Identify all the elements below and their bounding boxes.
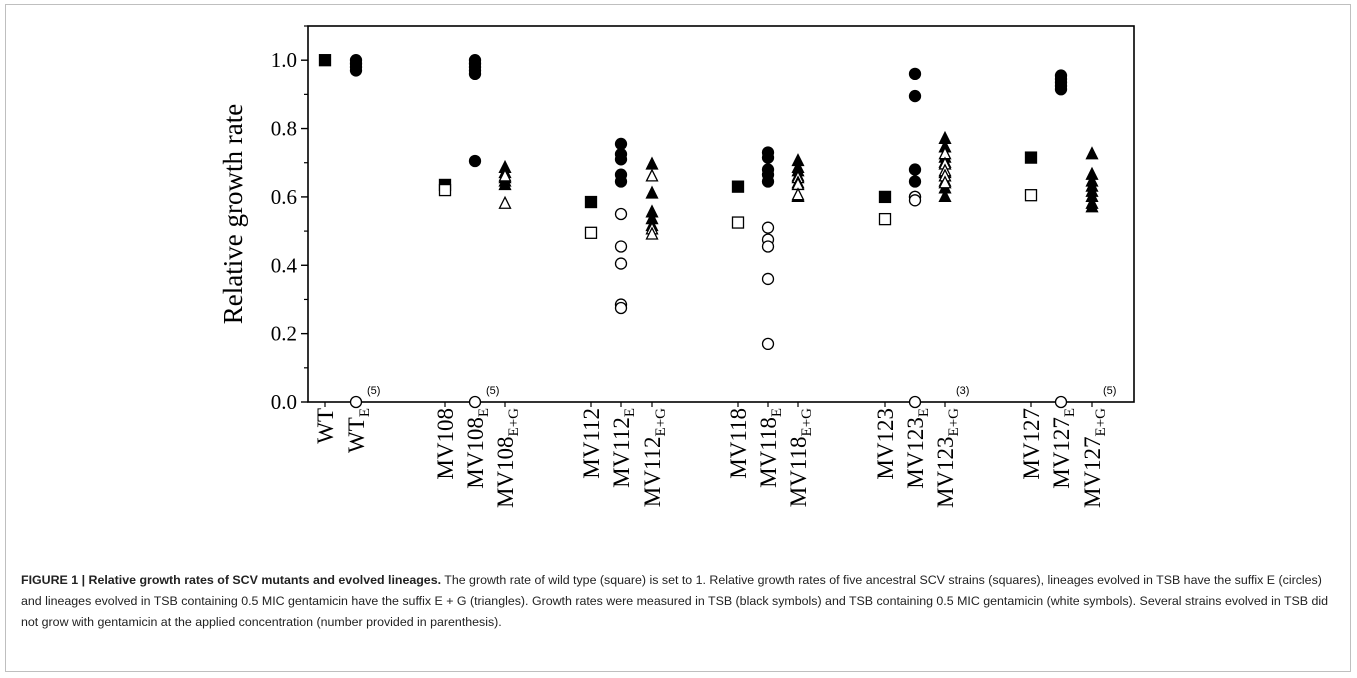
x-tick-label: MV108E xyxy=(463,408,492,489)
circle-marker xyxy=(1054,395,1068,409)
y-tick-label: 0.0 xyxy=(271,390,297,414)
circle-marker xyxy=(908,67,922,81)
square-marker xyxy=(318,54,332,67)
circle-marker xyxy=(908,89,922,103)
x-tick-label: MV118E+G xyxy=(786,408,815,507)
y-tick-label: 0.6 xyxy=(271,185,297,209)
circle-marker xyxy=(614,207,628,221)
caption-title: FIGURE 1 | Relative growth rates of SCV … xyxy=(21,573,442,587)
triangle-marker xyxy=(791,187,805,201)
circle-marker xyxy=(761,151,775,164)
annotation-count: (3) xyxy=(956,385,969,397)
x-tick-label: MV123E+G xyxy=(933,408,962,508)
x-tick-label: MV123E xyxy=(903,408,932,489)
square-marker xyxy=(1024,151,1038,164)
circle-marker xyxy=(761,240,775,253)
circle-marker xyxy=(468,395,482,409)
x-tick-label: MV127E+G xyxy=(1080,408,1109,508)
square-marker xyxy=(438,183,452,197)
circle-marker xyxy=(614,153,628,166)
circle-marker xyxy=(761,337,775,351)
square-marker xyxy=(731,180,745,193)
x-tick-label: MV112 xyxy=(579,408,604,479)
triangle-marker xyxy=(938,188,952,203)
caption-text: The growth rate of wild type (square) is… xyxy=(21,573,1329,629)
x-tick-label: MV127 xyxy=(1019,408,1044,480)
circle-marker xyxy=(349,395,363,409)
circle-marker xyxy=(908,395,922,409)
figure-caption: FIGURE 1 | Relative growth rates of SCV … xyxy=(21,570,1341,633)
square-marker xyxy=(584,195,598,209)
y-tick-label: 0.4 xyxy=(271,253,298,277)
scatter-chart: 0.0 0.2 0.4 0.6 0.8 1.0 Relative growth rate WT… xyxy=(218,25,1135,508)
triangle-marker xyxy=(645,156,659,170)
circle-marker xyxy=(908,175,922,188)
circle-marker xyxy=(1054,83,1068,96)
triangle-marker xyxy=(498,176,512,191)
circle-marker xyxy=(614,175,628,188)
x-tick-label: MV108 xyxy=(433,408,458,480)
x-tick-label: MV108E+G xyxy=(493,408,522,508)
x-tick-label: MV112E xyxy=(609,408,638,488)
x-tick-label: MV127E xyxy=(1049,408,1078,489)
annotation-count: (5) xyxy=(367,385,380,397)
circle-marker xyxy=(614,257,628,270)
x-tick-label: MV112E+G xyxy=(640,408,669,507)
y-axis-label: Relative growth rate xyxy=(218,104,248,324)
annotation-count: (5) xyxy=(1103,385,1116,397)
square-marker xyxy=(731,216,745,229)
triangle-marker xyxy=(498,195,512,209)
x-tick-label: MV118 xyxy=(726,408,751,479)
y-tick-label: 0.8 xyxy=(271,117,297,141)
triangle-marker xyxy=(1085,199,1099,213)
circle-marker xyxy=(468,67,482,81)
x-tick-label: WTE xyxy=(344,408,373,453)
circle-marker xyxy=(761,221,775,234)
circle-marker xyxy=(761,175,775,188)
triangle-marker xyxy=(938,175,952,189)
circle-marker xyxy=(614,137,628,151)
plot-area-frame xyxy=(307,25,1135,403)
triangle-marker xyxy=(645,185,659,199)
triangle-marker xyxy=(645,168,659,182)
triangle-marker xyxy=(645,226,659,240)
square-marker xyxy=(878,190,892,204)
circle-marker xyxy=(761,272,775,286)
x-tick-label: WT xyxy=(313,408,338,444)
y-tick-label: 1.0 xyxy=(271,48,297,72)
square-marker xyxy=(1024,189,1038,202)
annotation-count: (5) xyxy=(486,385,499,397)
circle-marker xyxy=(468,154,482,168)
circle-marker xyxy=(908,194,922,207)
x-tick-label: MV118E xyxy=(756,408,785,488)
triangle-marker xyxy=(498,168,512,182)
circle-marker xyxy=(349,64,363,77)
square-marker xyxy=(584,226,598,239)
circle-marker xyxy=(614,301,628,315)
circle-marker xyxy=(908,163,922,176)
circle-marker xyxy=(614,240,628,253)
square-marker xyxy=(878,212,892,226)
figure-frame xyxy=(5,4,1351,672)
x-tick-label: MV123 xyxy=(873,408,898,480)
y-tick-label: 0.2 xyxy=(271,322,297,346)
triangle-marker xyxy=(1085,146,1099,160)
